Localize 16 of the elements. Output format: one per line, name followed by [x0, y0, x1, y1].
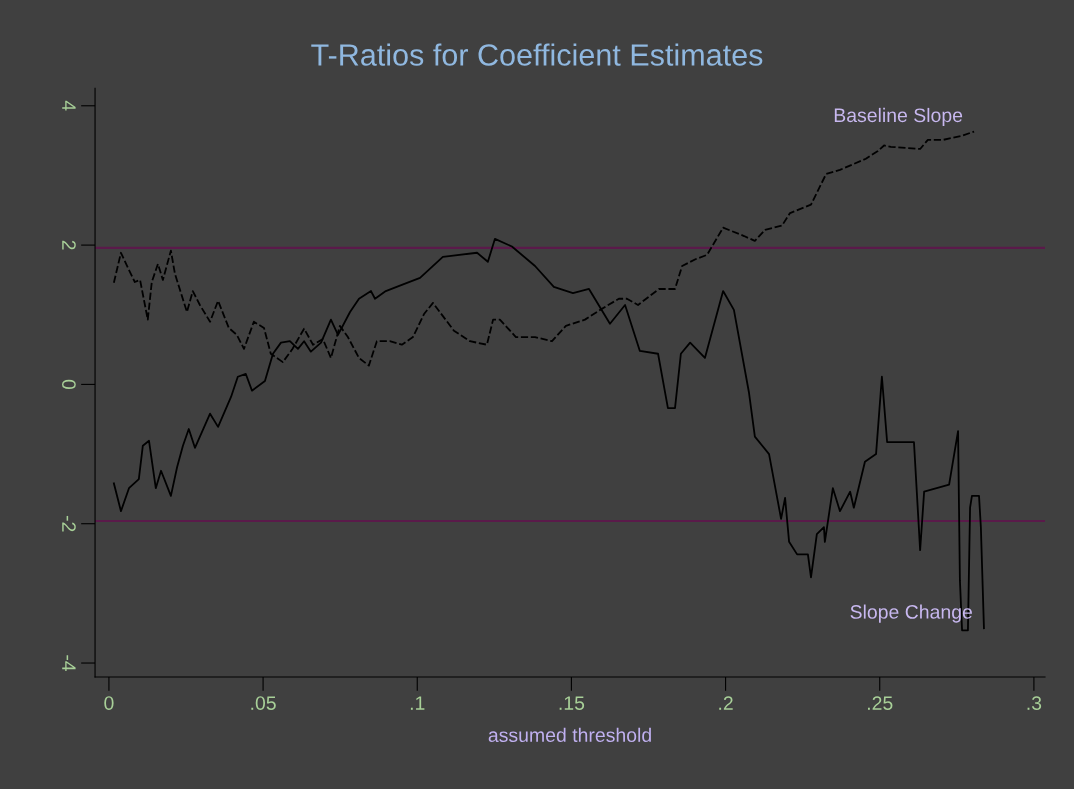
- y-tick-label: 2: [62, 240, 76, 250]
- x-tick-label: .05: [251, 696, 276, 710]
- series-label: Slope Change: [850, 604, 972, 623]
- x-tick-label: .15: [559, 696, 585, 710]
- y-tick-label: 0: [62, 379, 76, 390]
- series-label: Baseline Slope: [834, 107, 963, 126]
- x-axis-title: assumed threshold: [488, 727, 651, 743]
- y-tick-label: -2: [62, 515, 76, 532]
- x-tick-label: 0: [104, 696, 114, 710]
- y-tick-label: 4: [62, 100, 76, 111]
- x-tick-label: .25: [868, 696, 893, 710]
- chart-title: T-Ratios for Coefficient Estimates: [311, 43, 763, 66]
- y-tick-label: -4: [62, 655, 76, 672]
- x-tick-label: .1: [410, 696, 425, 710]
- x-tick-label: .3: [1027, 696, 1042, 710]
- x-tick-label: .2: [719, 696, 733, 710]
